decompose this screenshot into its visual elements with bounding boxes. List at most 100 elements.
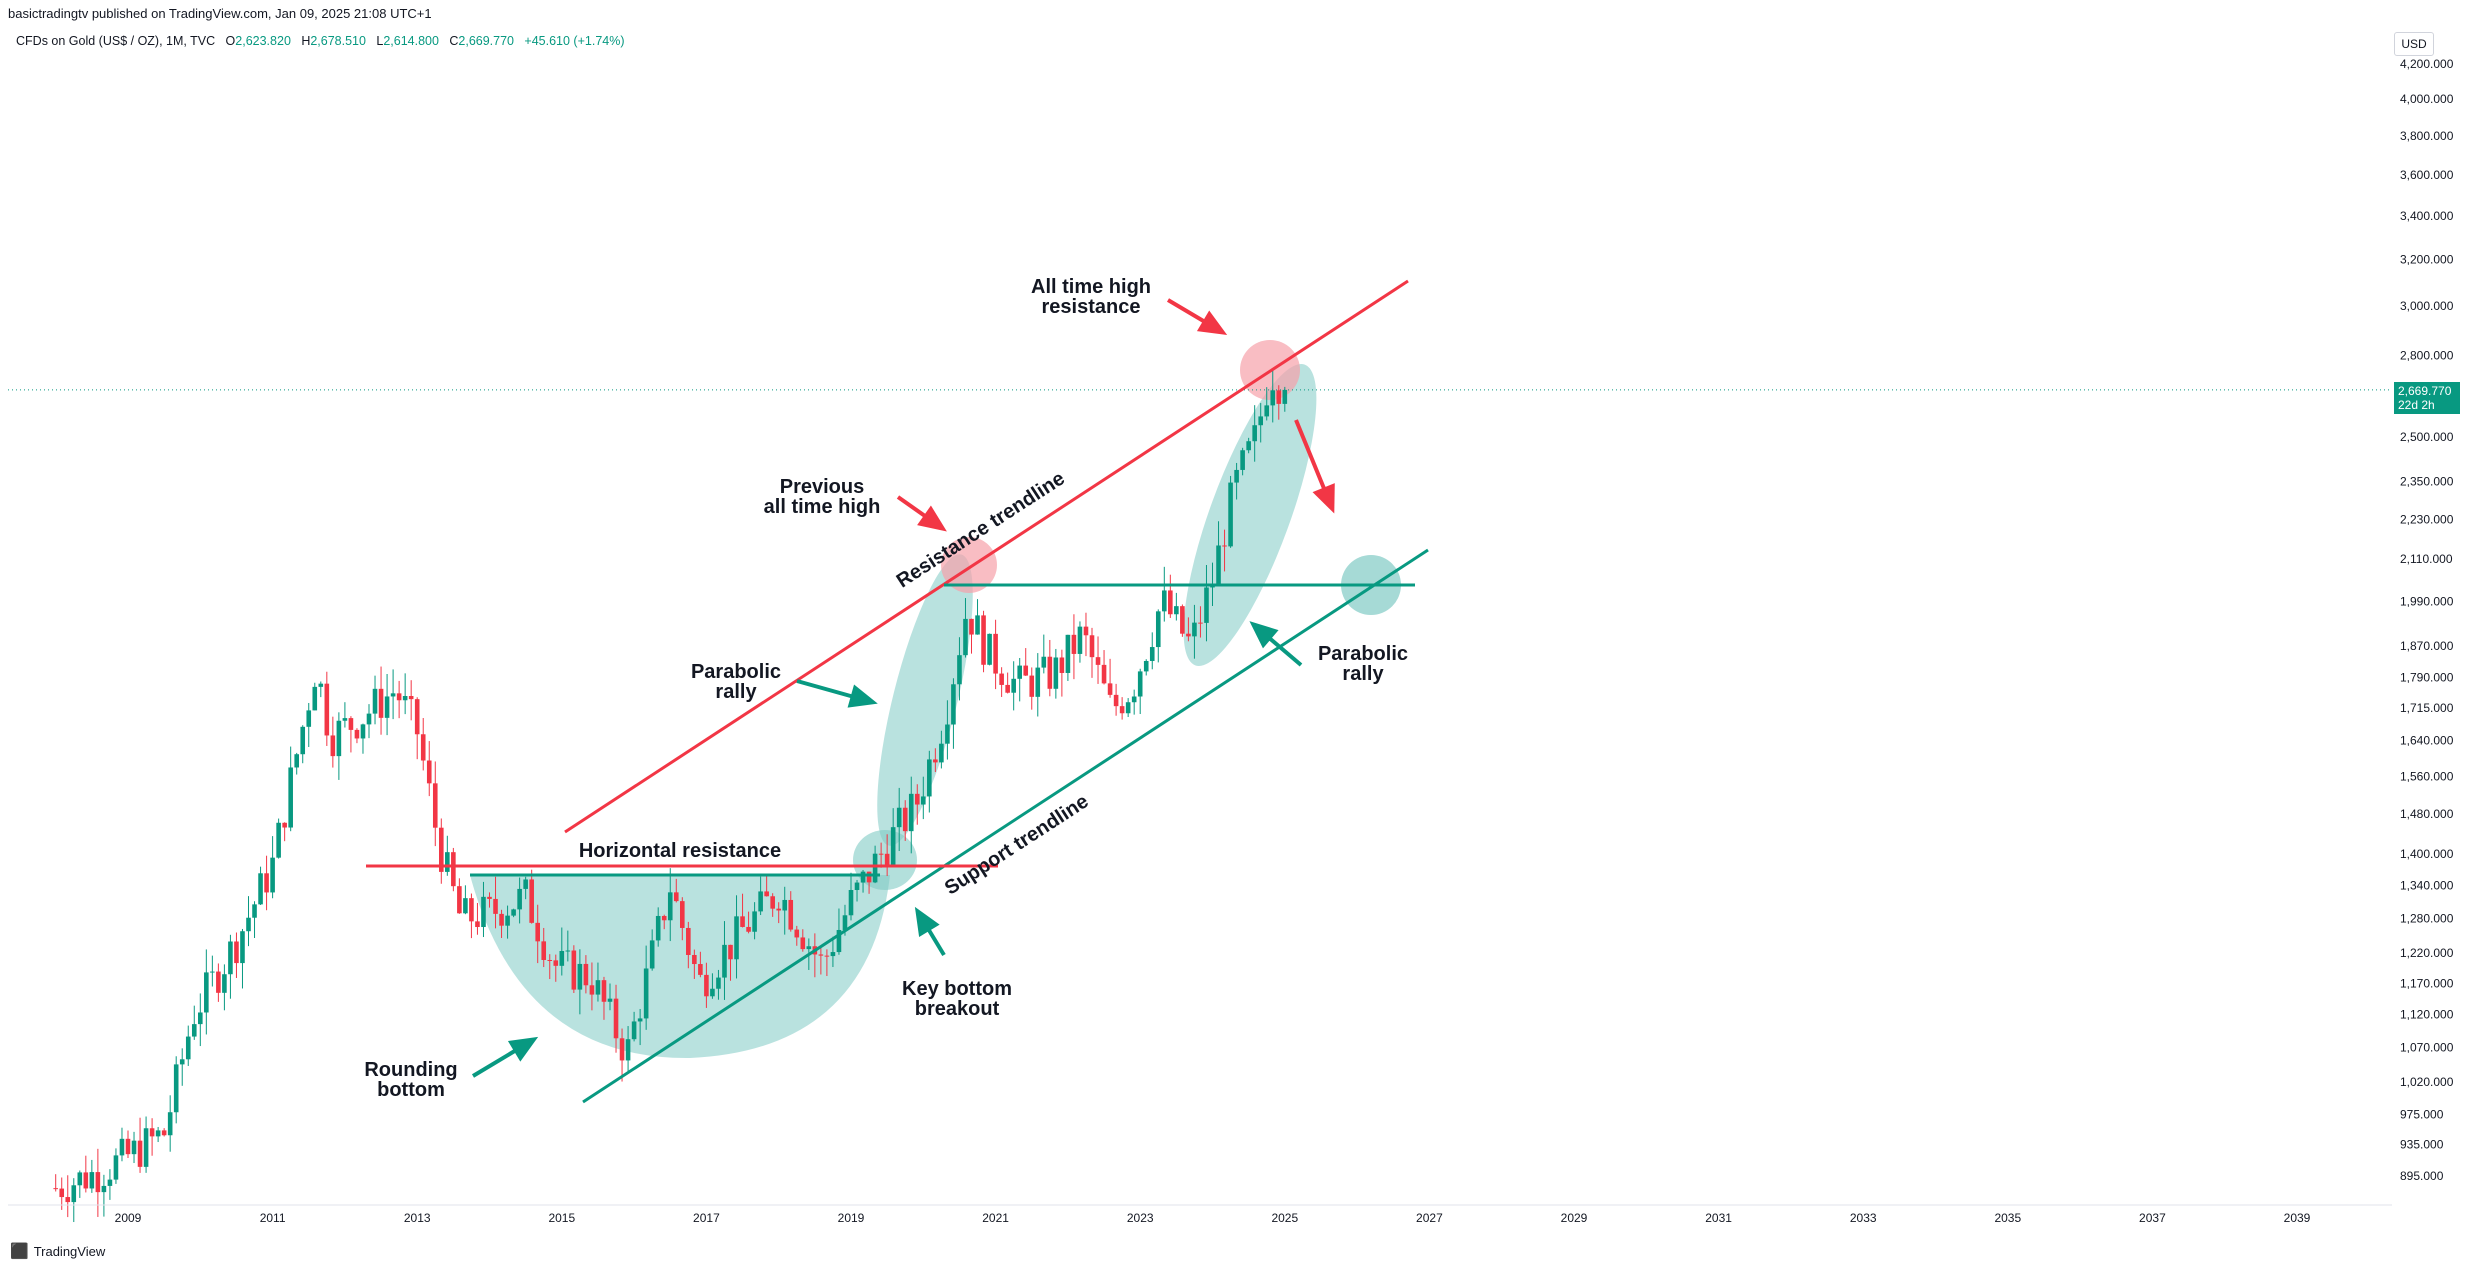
candle-body <box>167 1112 173 1136</box>
candle-body <box>1131 696 1137 703</box>
previous-ath-arrow-head <box>917 505 947 532</box>
rounding-bottom-arrow-head <box>507 1036 539 1062</box>
rounding-bottom-label: Rounding bottom <box>364 1059 457 1101</box>
candle-body <box>595 980 601 995</box>
low-label: L <box>376 34 384 48</box>
candle-body <box>432 783 438 828</box>
candle-body <box>65 1197 71 1203</box>
candle-body <box>981 615 986 665</box>
time-tick-label: 2009 <box>115 1211 142 1225</box>
candle-body <box>830 952 836 957</box>
candle-body <box>1180 606 1185 634</box>
candle-body <box>1065 634 1071 673</box>
price-tick-label: 3,000.000 <box>2400 299 2454 313</box>
candle-body <box>53 1188 58 1190</box>
price-tick-label: 1,640.000 <box>2400 733 2454 747</box>
candle-body <box>686 927 691 955</box>
open-label: O <box>225 34 236 48</box>
candle-body <box>770 896 775 909</box>
candle-body <box>131 1140 137 1155</box>
candle-body <box>95 1172 101 1193</box>
candle-body <box>806 946 812 950</box>
candle-body <box>210 971 215 973</box>
candle-body <box>1137 671 1143 697</box>
candle-body <box>185 1036 191 1060</box>
candle-body <box>643 968 649 1019</box>
candle-body <box>306 710 312 727</box>
time-tick-label: 2031 <box>1705 1211 1732 1225</box>
candle-body <box>198 1012 203 1025</box>
candle-body <box>1155 611 1161 648</box>
tradingview-logo-icon: ⬛ <box>10 1243 29 1260</box>
currency-selector[interactable]: USD <box>2394 32 2434 56</box>
candle-body <box>216 971 221 993</box>
candle-body <box>716 977 721 989</box>
candle-body <box>927 759 932 797</box>
candle-body <box>396 693 402 701</box>
key-bottom-breakout-label: Key bottom breakout <box>902 978 1012 1020</box>
time-tick-label: 2029 <box>1561 1211 1588 1225</box>
candle-body <box>426 760 432 784</box>
previous-ath-circle <box>941 537 997 593</box>
candle-body <box>457 886 462 914</box>
candle-body <box>945 724 950 744</box>
candle-body <box>993 633 998 674</box>
candle-body <box>1017 665 1022 679</box>
time-tick-label: 2037 <box>2139 1211 2166 1225</box>
candle-body <box>782 899 788 911</box>
candle-body <box>661 915 667 921</box>
candle-body <box>746 926 751 932</box>
candle-body <box>1264 405 1270 417</box>
candle-body <box>722 944 727 978</box>
candle-body <box>469 898 474 922</box>
candle-body <box>149 1128 155 1137</box>
candle-body <box>1240 450 1245 470</box>
price-tick-label: 4,000.000 <box>2400 92 2454 106</box>
time-tick-label: 2035 <box>1994 1211 2021 1225</box>
candle-body <box>402 696 408 701</box>
symbol-name: CFDs on Gold (US$ / OZ), 1M, TVC <box>16 34 216 48</box>
candle-body <box>451 852 456 887</box>
price-tick-label: 2,800.000 <box>2400 349 2454 363</box>
candle-body <box>848 890 854 916</box>
candle-body <box>1252 425 1257 442</box>
candle-body <box>571 950 577 990</box>
price-tick-label: 3,600.000 <box>2400 168 2454 182</box>
candle-body <box>637 1018 643 1022</box>
candle-body <box>680 901 685 928</box>
time-tick-label: 2019 <box>838 1211 865 1225</box>
candle-body <box>511 909 516 916</box>
candle-body <box>1095 657 1101 665</box>
candle-body <box>125 1138 131 1155</box>
candle-body <box>939 743 944 763</box>
candle-body <box>366 713 372 725</box>
candle-body <box>728 944 733 960</box>
candle-body <box>143 1128 149 1167</box>
price-axis-bg <box>2392 28 2475 1238</box>
candle-body <box>161 1130 167 1136</box>
price-tick-label: 1,480.000 <box>2400 807 2454 821</box>
candle-body <box>1216 545 1221 585</box>
price-tick-label: 3,400.000 <box>2400 209 2454 223</box>
candle-body <box>842 915 848 930</box>
candle-body <box>493 898 498 914</box>
candle-body <box>613 998 619 1039</box>
candle-body <box>137 1140 143 1167</box>
candle-body <box>1059 657 1065 673</box>
price-tick-label: 3,200.000 <box>2400 253 2454 267</box>
candle-body <box>589 985 595 995</box>
price-tick-label: 1,070.000 <box>2400 1041 2454 1055</box>
price-tick-label: 3,800.000 <box>2400 129 2454 143</box>
candle-body <box>547 959 553 961</box>
bar-countdown: 22d 2h <box>2398 398 2435 412</box>
candle-body <box>264 873 269 893</box>
candle-body <box>107 1179 113 1186</box>
price-axis: 895.000 935.000 975.000 1,020.000 1,070.000 1… <box>2392 28 2475 1238</box>
price-tick-label: 1,870.000 <box>2400 639 2454 653</box>
price-tick-label: 2,350.000 <box>2400 475 2454 489</box>
candle-body <box>818 954 824 956</box>
price-tick-label: 1,400.000 <box>2400 847 2454 861</box>
footer-brand[interactable]: ⬛ TradingView <box>10 1242 105 1260</box>
symbol-legend: CFDs on Gold (US$ / OZ), 1M, TVC O2,623.… <box>16 34 625 48</box>
